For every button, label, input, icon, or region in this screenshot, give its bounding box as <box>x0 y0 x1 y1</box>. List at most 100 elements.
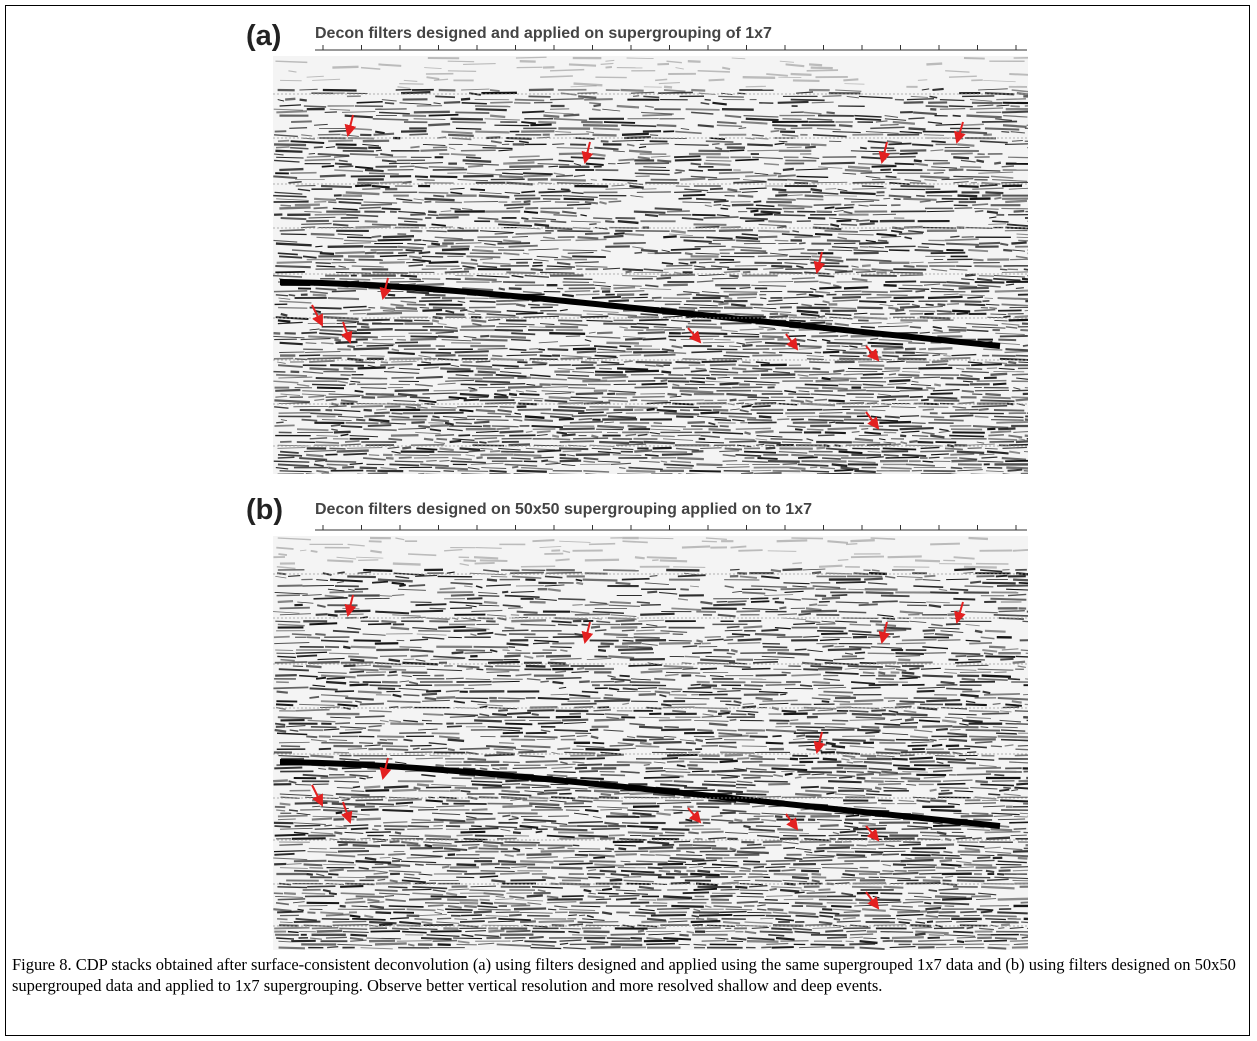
reflector <box>502 806 532 807</box>
reflector <box>628 832 663 833</box>
reflector <box>691 90 705 91</box>
reflector <box>594 719 625 720</box>
reflector <box>688 687 712 688</box>
reflector <box>559 419 574 420</box>
reflector <box>423 714 443 715</box>
reflector <box>973 260 983 261</box>
reflector <box>555 134 589 135</box>
reflector <box>1027 720 1055 721</box>
reflector <box>799 346 822 347</box>
reflector <box>825 207 835 208</box>
reflector <box>1028 250 1039 251</box>
reflector <box>501 791 519 792</box>
reflector <box>725 439 755 440</box>
reflector <box>623 269 644 270</box>
reflector <box>931 141 945 142</box>
reflector <box>940 788 969 789</box>
reflector <box>278 554 287 555</box>
reflector <box>892 759 908 760</box>
reflector <box>613 455 642 456</box>
reflector <box>577 237 598 238</box>
reflector <box>334 832 342 833</box>
reflector <box>945 384 969 385</box>
reflector <box>450 268 462 269</box>
reflector <box>346 192 380 194</box>
reflector <box>351 647 376 648</box>
reflector <box>732 634 750 635</box>
reflector <box>718 96 744 97</box>
reflector <box>275 835 306 836</box>
reflector <box>718 736 748 737</box>
reflector <box>430 330 458 331</box>
reflector <box>938 304 946 305</box>
reflector <box>1025 300 1055 301</box>
reflector <box>717 377 729 378</box>
reflector <box>602 397 627 398</box>
reflector <box>594 791 620 792</box>
reflector <box>756 675 787 676</box>
reflector <box>828 250 852 251</box>
reflector <box>961 816 993 817</box>
reflector <box>526 761 558 762</box>
reflector <box>843 79 858 80</box>
reflector <box>411 611 443 612</box>
reflector <box>631 327 649 328</box>
reflector <box>930 544 960 545</box>
reflector <box>417 784 429 785</box>
reflector <box>864 579 883 580</box>
reflector <box>890 272 923 273</box>
reflector <box>523 173 553 174</box>
reflector <box>965 275 975 276</box>
reflector <box>718 791 743 792</box>
reflector <box>731 650 738 652</box>
reflector <box>575 768 587 769</box>
reflector <box>497 390 510 391</box>
reflector <box>915 291 925 292</box>
reflector <box>536 831 543 832</box>
reflector <box>585 202 598 203</box>
reflector <box>896 714 927 715</box>
reflector <box>350 669 378 670</box>
reflector <box>328 615 338 616</box>
reflector <box>552 439 570 440</box>
reflector <box>991 829 1013 830</box>
reflector <box>395 832 401 833</box>
reflector <box>392 413 403 414</box>
reflector <box>954 569 975 570</box>
reflector <box>657 125 677 126</box>
reflector <box>361 204 392 205</box>
reflector <box>734 820 742 821</box>
reflector <box>797 772 832 773</box>
reflector <box>357 675 385 676</box>
reflector <box>480 768 488 769</box>
reflector <box>899 701 924 702</box>
reflector <box>823 759 837 760</box>
reflector <box>367 345 394 346</box>
reflector <box>335 723 350 724</box>
reflector <box>838 390 866 391</box>
reflector <box>409 471 441 472</box>
reflector <box>339 732 361 733</box>
reflector <box>418 426 430 427</box>
reflector <box>792 563 802 564</box>
reflector <box>640 743 652 744</box>
reflector <box>507 644 529 646</box>
reflector <box>742 406 752 407</box>
reflector <box>392 583 404 584</box>
reflector <box>642 115 672 116</box>
reflector <box>587 314 603 315</box>
reflector <box>834 470 853 471</box>
reflector <box>955 662 981 663</box>
reflector <box>524 420 553 421</box>
reflector <box>782 330 795 331</box>
reflector <box>372 829 378 830</box>
reflector <box>470 189 485 190</box>
reflector <box>898 768 926 769</box>
reflector <box>516 233 552 234</box>
reflector <box>526 666 546 667</box>
reflector <box>814 205 842 206</box>
reflector <box>796 735 805 736</box>
reflector <box>996 422 1032 423</box>
reflector <box>982 713 1009 714</box>
reflector <box>466 157 481 158</box>
